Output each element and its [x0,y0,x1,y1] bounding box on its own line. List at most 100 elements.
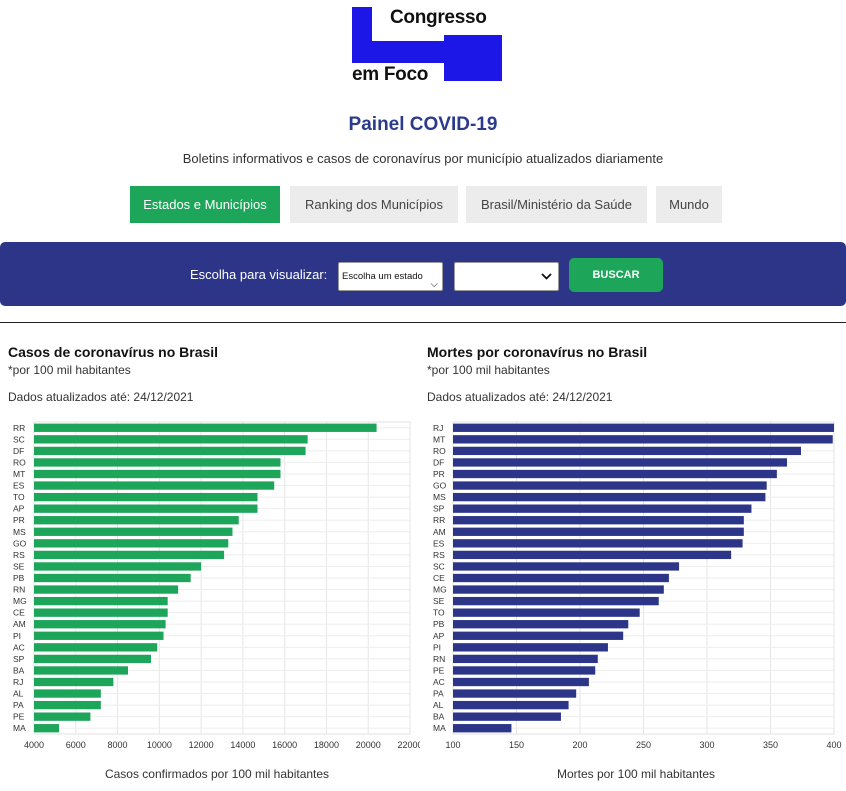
tab-mundo[interactable]: Mundo [656,186,722,223]
bar-pa[interactable] [453,689,577,698]
bar-to[interactable] [34,492,258,502]
bar-pb[interactable] [34,573,191,583]
y-tick-label: RO [433,446,446,456]
bar-rj[interactable] [34,677,114,687]
bar-es[interactable] [453,539,743,548]
bar-ce[interactable] [453,573,669,583]
cases-updated-date: Dados atualizados até: 24/12/2021 [8,390,194,404]
page-subtitle: Boletins informativos e casos de coronav… [182,151,664,166]
bar-rs[interactable] [34,550,225,560]
y-tick-label: PA [433,689,444,699]
bar-go[interactable] [34,539,229,548]
y-tick-label: MT [13,469,25,479]
y-tick-label: CE [13,608,25,618]
x-tick-label: 350 [763,740,778,750]
bar-df[interactable] [453,458,788,467]
y-tick-label: RO [13,457,26,467]
bar-rn[interactable] [453,654,598,664]
bar-se[interactable] [453,596,659,606]
bar-es[interactable] [34,481,275,490]
bar-pr[interactable] [34,516,239,525]
state-select[interactable]: Escolha um estado ⌵ [338,262,443,291]
bar-ap[interactable] [453,631,624,640]
search-button[interactable]: BUSCAR [569,258,663,292]
y-tick-label: PA [13,700,24,710]
bar-rr[interactable] [453,516,744,525]
bar-mg[interactable] [34,596,168,606]
bar-pe[interactable] [34,712,91,721]
x-tick-label: 100 [445,740,460,750]
bar-pa[interactable] [34,700,101,710]
bar-ms[interactable] [34,527,233,536]
tab-brasil-ministerio-saude[interactable]: Brasil/Ministério da Saúde [466,186,647,223]
bar-am[interactable] [453,527,744,536]
y-tick-label: RN [13,585,25,595]
x-tick-label: 16000 [272,740,297,750]
bar-mg[interactable] [453,585,664,594]
bar-mt[interactable] [453,435,833,444]
bar-al[interactable] [34,689,101,698]
chevron-down-icon [541,273,552,280]
bar-ba[interactable] [34,666,128,675]
bar-ap[interactable] [34,504,258,513]
deaths-chart-note: *por 100 mil habitantes [427,363,550,377]
bar-sp[interactable] [453,504,752,513]
bar-pb[interactable] [453,620,629,629]
congresso-em-foco-logo[interactable]: Congresso em Foco [352,7,502,85]
y-tick-label: AM [433,527,446,537]
bar-sc[interactable] [34,435,308,444]
y-tick-label: AP [13,504,25,514]
bar-ro[interactable] [34,458,281,467]
bar-ce[interactable] [34,608,168,617]
bar-ro[interactable] [453,446,801,456]
x-tick-label: 150 [509,740,524,750]
y-tick-label: SP [13,654,25,664]
y-tick-label: MG [433,585,447,595]
x-tick-label: 8000 [108,740,128,750]
bar-al[interactable] [453,700,569,710]
y-tick-label: PB [13,573,25,583]
y-tick-label: SE [13,561,25,571]
cases-bar-chart: 4000 6000 8000 10000 12000 14000 16000 18000 200… [13,421,420,750]
bar-pi[interactable] [453,643,608,652]
y-tick-label: CE [433,573,445,583]
y-tick-label: RJ [13,677,23,687]
bar-ms[interactable] [453,492,766,502]
bar-rn[interactable] [34,585,179,594]
bar-rr[interactable] [34,423,377,432]
divider [0,322,846,323]
bar-go[interactable] [453,481,767,490]
x-tick-label: 22000 [397,740,420,750]
bar-rj[interactable] [453,423,834,432]
bar-sc[interactable] [453,562,680,571]
tab-estados-municipios[interactable]: Estados e Municípios [130,186,280,223]
bar-ma[interactable] [453,724,512,733]
bar-pi[interactable] [34,631,164,640]
bar-pe[interactable] [453,666,596,675]
bar-pr[interactable] [453,469,777,479]
y-tick-label: RS [13,550,25,560]
bar-am[interactable] [34,620,166,629]
state-select-value: Escolha um estado [342,271,423,282]
bar-ac[interactable] [453,677,589,687]
bar-ma[interactable] [34,724,60,733]
tab-ranking-municipios[interactable]: Ranking dos Municípios [290,186,458,223]
logo-shape [444,35,502,81]
y-tick-label: PR [433,469,445,479]
bar-rs[interactable] [453,550,732,560]
bar-mt[interactable] [34,469,281,479]
bar-to[interactable] [453,608,640,617]
y-tick-label: DF [13,446,24,456]
x-tick-label: 400 [826,740,841,750]
bar-se[interactable] [34,562,202,571]
y-tick-label: MA [433,723,446,733]
bar-ba[interactable] [453,712,561,721]
y-tick-label: AC [13,642,25,652]
y-tick-label: BA [433,712,445,722]
bar-ac[interactable] [34,643,158,652]
bar-sp[interactable] [34,654,151,664]
y-tick-label: PI [433,642,441,652]
chevron-down-icon: ⌵ [430,279,438,290]
city-select[interactable] [454,262,559,291]
bar-df[interactable] [34,446,306,456]
